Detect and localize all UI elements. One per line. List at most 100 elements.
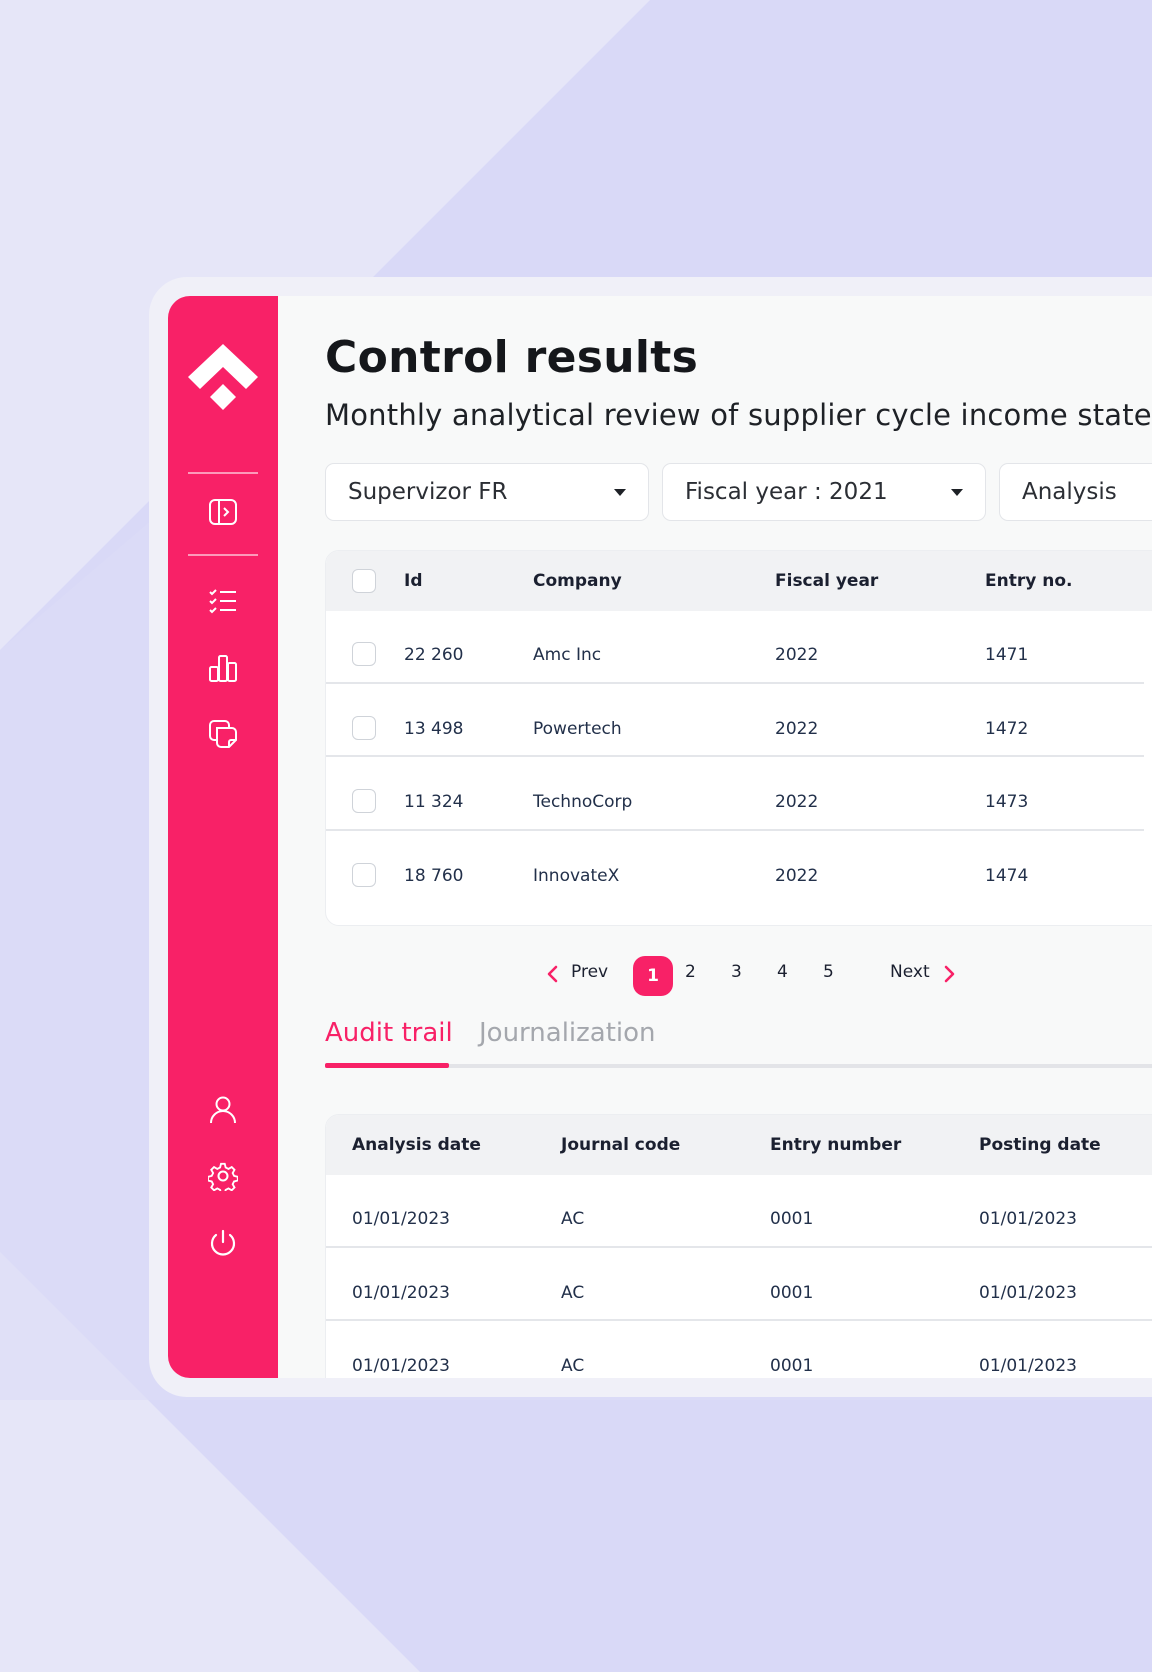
row-checkbox[interactable] bbox=[352, 642, 376, 666]
page-button[interactable]: 3 bbox=[731, 962, 742, 982]
fiscal-year-filter-value: Fiscal year : 2021 bbox=[685, 479, 888, 505]
sidebar-item-documents[interactable] bbox=[201, 714, 245, 758]
sidebar-item-analytics[interactable] bbox=[201, 648, 245, 692]
results-table: Id Company Fiscal year Entry no. 22 260 … bbox=[325, 550, 1152, 926]
cell-id: 11 324 bbox=[404, 792, 464, 812]
sidebar-divider bbox=[188, 554, 258, 556]
row-divider bbox=[326, 682, 1144, 684]
power-icon bbox=[208, 1229, 238, 1263]
column-header-fiscal-year[interactable]: Fiscal year bbox=[775, 571, 879, 591]
detail-tabs: Audit trail Journalization bbox=[325, 1018, 1152, 1068]
tab-journalization[interactable]: Journalization bbox=[479, 1018, 656, 1048]
column-header-journal-code[interactable]: Journal code bbox=[561, 1135, 681, 1155]
company-filter-select[interactable]: Supervizor FR bbox=[325, 463, 649, 521]
cell-fiscal-year: 2022 bbox=[775, 645, 819, 665]
cell-analysis-date: 01/01/2023 bbox=[352, 1356, 450, 1376]
table-row[interactable]: 01/01/2023 AC 0001 01/01/2023 bbox=[326, 1322, 1152, 1378]
brand-logo[interactable] bbox=[188, 344, 258, 420]
analysis-filter-select[interactable]: Analysis bbox=[999, 463, 1152, 521]
column-header-entry-no[interactable]: Entry no. bbox=[985, 571, 1073, 591]
row-divider bbox=[326, 755, 1144, 757]
tabs-baseline bbox=[325, 1064, 1152, 1068]
cell-company: InnovateX bbox=[533, 866, 620, 886]
row-divider bbox=[326, 1246, 1152, 1248]
page-button[interactable]: 2 bbox=[685, 962, 696, 982]
next-page-label[interactable]: Next bbox=[890, 962, 930, 982]
settings-gear-icon bbox=[207, 1161, 239, 1195]
table-row[interactable]: 01/01/2023 AC 0001 01/01/2023 bbox=[326, 1248, 1152, 1321]
cell-analysis-date: 01/01/2023 bbox=[352, 1283, 450, 1303]
chevron-right-icon bbox=[943, 965, 957, 989]
row-divider bbox=[326, 829, 1144, 831]
sidebar-item-checklist[interactable] bbox=[201, 581, 245, 625]
sidebar-item-profile[interactable] bbox=[201, 1090, 245, 1134]
table-header: Id Company Fiscal year Entry no. bbox=[326, 551, 1152, 611]
cell-entry-no: 1473 bbox=[985, 792, 1029, 812]
page-title: Control results bbox=[325, 332, 699, 383]
fiscal-year-filter-select[interactable]: Fiscal year : 2021 bbox=[662, 463, 986, 521]
cell-entry-number: 0001 bbox=[770, 1283, 814, 1303]
tab-audit-trail[interactable]: Audit trail bbox=[325, 1018, 453, 1048]
cell-posting-date: 01/01/2023 bbox=[979, 1283, 1077, 1303]
row-checkbox[interactable] bbox=[352, 716, 376, 740]
company-filter-value: Supervizor FR bbox=[348, 479, 508, 505]
column-header-posting-date[interactable]: Posting date bbox=[979, 1135, 1101, 1155]
page-button[interactable]: 4 bbox=[777, 962, 788, 982]
chevron-left-icon bbox=[545, 965, 559, 989]
page-subtitle: Monthly analytical review of supplier cy… bbox=[325, 398, 1152, 432]
table-row[interactable]: 11 324 TechnoCorp 2022 1473 bbox=[326, 758, 1152, 831]
cell-entry-number: 0001 bbox=[770, 1356, 814, 1376]
row-checkbox[interactable] bbox=[352, 863, 376, 887]
cell-entry-no: 1472 bbox=[985, 719, 1029, 739]
cell-analysis-date: 01/01/2023 bbox=[352, 1209, 450, 1229]
column-header-entry-number[interactable]: Entry number bbox=[770, 1135, 902, 1155]
row-checkbox[interactable] bbox=[352, 789, 376, 813]
cell-id: 13 498 bbox=[404, 719, 464, 739]
cell-entry-number: 0001 bbox=[770, 1209, 814, 1229]
cell-journal-code: AC bbox=[561, 1356, 585, 1376]
cell-company: TechnoCorp bbox=[533, 792, 633, 812]
page-button[interactable]: 5 bbox=[823, 962, 834, 982]
cell-posting-date: 01/01/2023 bbox=[979, 1209, 1077, 1229]
sidebar-item-logout[interactable] bbox=[201, 1224, 245, 1268]
cell-company: Amc Inc bbox=[533, 645, 602, 665]
main-content: Control results Monthly analytical revie… bbox=[325, 296, 1152, 1378]
table-row[interactable]: 22 260 Amc Inc 2022 1471 bbox=[326, 611, 1152, 684]
cell-id: 18 760 bbox=[404, 866, 464, 886]
column-header-analysis-date[interactable]: Analysis date bbox=[352, 1135, 481, 1155]
pagination: Prev 1 2 3 4 5 Next bbox=[545, 956, 965, 996]
cell-fiscal-year: 2022 bbox=[775, 719, 819, 739]
column-header-id[interactable]: Id bbox=[404, 571, 423, 591]
bar-chart-icon bbox=[208, 653, 238, 687]
cell-journal-code: AC bbox=[561, 1209, 585, 1229]
active-tab-indicator bbox=[325, 1063, 449, 1068]
audit-trail-table: Analysis date Journal code Entry number … bbox=[325, 1114, 1152, 1378]
sidebar-divider bbox=[188, 472, 258, 474]
sidebar-item-settings[interactable] bbox=[201, 1156, 245, 1200]
prev-page-label[interactable]: Prev bbox=[571, 962, 609, 982]
sidebar bbox=[168, 296, 278, 1378]
table-row[interactable]: 01/01/2023 AC 0001 01/01/2023 bbox=[326, 1175, 1152, 1248]
select-all-checkbox[interactable] bbox=[352, 569, 376, 593]
analysis-filter-value: Analysis bbox=[1022, 479, 1117, 505]
column-header-company[interactable]: Company bbox=[533, 571, 622, 591]
copy-documents-icon bbox=[208, 719, 238, 753]
page-button-current[interactable]: 1 bbox=[633, 956, 673, 996]
cell-entry-no: 1471 bbox=[985, 645, 1029, 665]
user-icon bbox=[209, 1095, 237, 1129]
cell-journal-code: AC bbox=[561, 1283, 585, 1303]
app-container: Control results Monthly analytical revie… bbox=[168, 296, 1152, 1378]
table-row[interactable]: 13 498 Powertech 2022 1472 bbox=[326, 684, 1152, 757]
chevron-down-icon bbox=[951, 488, 963, 496]
sidebar-toggle-icon bbox=[208, 497, 238, 531]
next-page-button[interactable] bbox=[943, 964, 957, 989]
prev-page-button[interactable] bbox=[545, 964, 559, 989]
table-row[interactable]: 18 760 InnovateX 2022 1474 bbox=[326, 832, 1152, 905]
sidebar-toggle-button[interactable] bbox=[201, 492, 245, 536]
cell-posting-date: 01/01/2023 bbox=[979, 1356, 1077, 1376]
checklist-icon bbox=[208, 588, 238, 618]
cell-company: Powertech bbox=[533, 719, 622, 739]
cell-id: 22 260 bbox=[404, 645, 464, 665]
cell-entry-no: 1474 bbox=[985, 866, 1029, 886]
cell-fiscal-year: 2022 bbox=[775, 792, 819, 812]
